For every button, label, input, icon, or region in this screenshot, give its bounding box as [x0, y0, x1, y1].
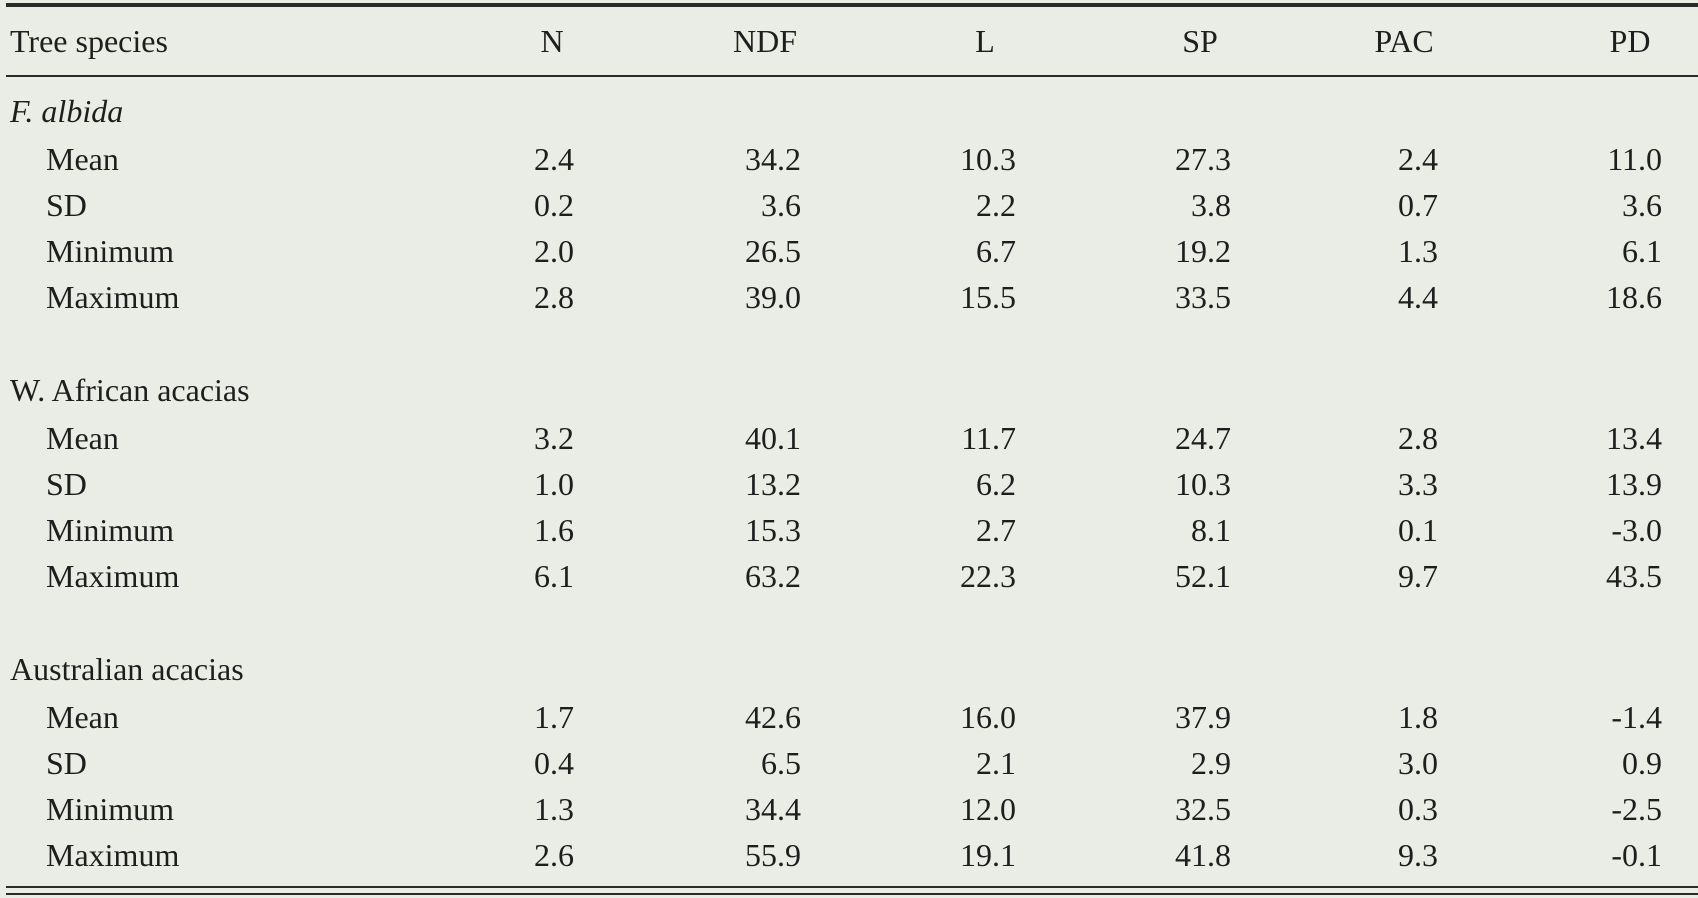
cell-value: 1.3 [534, 791, 574, 827]
cell-value: 3.0 [1398, 745, 1438, 781]
cell-value: 2.4 [534, 141, 574, 177]
cell-value: 10.3 [960, 141, 1016, 177]
cell-value: 1.6 [534, 512, 574, 548]
cell-value: 3.2 [534, 420, 574, 456]
cell-value: 2.1 [976, 745, 1016, 781]
cell-value: 2.9 [1191, 745, 1231, 781]
cell-value: 6.2 [976, 466, 1016, 502]
cell-value: 0.4 [534, 745, 574, 781]
row-label: SD [46, 466, 87, 502]
cell-value: 19.1 [960, 837, 1016, 873]
row-label: Minimum [46, 233, 175, 269]
cell-value: -0.1 [1611, 837, 1662, 873]
column-header: PAC [1374, 23, 1434, 59]
cell-value: 1.0 [534, 466, 574, 502]
cell-value: 3.6 [1622, 187, 1662, 223]
cell-value: 1.8 [1398, 699, 1438, 735]
cell-value: 42.6 [745, 699, 801, 735]
cell-value: 55.9 [745, 837, 801, 873]
cell-value: 2.7 [976, 512, 1016, 548]
cell-value: 13.4 [1606, 420, 1662, 456]
cell-value: 15.3 [745, 512, 801, 548]
cell-value: 4.4 [1398, 279, 1438, 315]
cell-value: 43.5 [1606, 558, 1662, 594]
row-label: Minimum [46, 512, 175, 548]
column-header: N [540, 23, 564, 59]
cell-value: 10.3 [1175, 466, 1231, 502]
row-label: Mean [46, 699, 119, 735]
cell-value: 0.9 [1622, 745, 1662, 781]
row-label: Maximum [46, 279, 180, 315]
cell-value: 0.3 [1398, 791, 1438, 827]
bottom-rule [6, 886, 1698, 888]
cell-value: 32.5 [1175, 791, 1231, 827]
group-label: W. African acacias [10, 372, 250, 408]
cell-value: 13.2 [745, 466, 801, 502]
cell-value: 6.1 [534, 558, 574, 594]
cell-value: 8.1 [1191, 512, 1231, 548]
cell-value: 3.6 [761, 187, 801, 223]
group-label: F. albida [10, 93, 124, 129]
column-header: SP [1182, 23, 1218, 59]
group-label: Australian acacias [10, 651, 244, 687]
cell-value: 18.6 [1606, 279, 1662, 315]
row-label: Mean [46, 420, 119, 456]
row-label: Minimum [46, 791, 175, 827]
cell-value: 63.2 [745, 558, 801, 594]
cell-value: 9.3 [1398, 837, 1438, 873]
column-header: L [975, 23, 995, 59]
cell-value: 6.1 [1622, 233, 1662, 269]
cell-value: 15.5 [960, 279, 1016, 315]
bottom-rule [6, 893, 1698, 895]
row-label: SD [46, 745, 87, 781]
row-label: SD [46, 187, 87, 223]
cell-value: 19.2 [1175, 233, 1231, 269]
cell-value: 34.2 [745, 141, 801, 177]
cell-value: -3.0 [1611, 512, 1662, 548]
column-header: NDF [732, 23, 798, 59]
cell-value: 1.3 [1398, 233, 1438, 269]
row-label: Maximum [46, 837, 180, 873]
cell-value: 2.2 [976, 187, 1016, 223]
cell-value: 2.4 [1398, 141, 1438, 177]
cell-value: 0.7 [1398, 187, 1438, 223]
cell-value: 27.3 [1175, 141, 1231, 177]
cell-value: 2.6 [534, 837, 574, 873]
cell-value: 24.7 [1175, 420, 1231, 456]
header-rule [6, 75, 1698, 77]
cell-value: 26.5 [745, 233, 801, 269]
cell-value: 34.4 [745, 791, 801, 827]
cell-value: 3.3 [1398, 466, 1438, 502]
cell-value: 39.0 [745, 279, 801, 315]
cell-value: 0.2 [534, 187, 574, 223]
row-label: Maximum [46, 558, 180, 594]
cell-value: -1.4 [1611, 699, 1662, 735]
row-label: Mean [46, 141, 119, 177]
cell-value: 22.3 [960, 558, 1016, 594]
column-header: Tree species [10, 23, 168, 59]
cell-value: 13.9 [1606, 466, 1662, 502]
cell-value: 37.9 [1175, 699, 1231, 735]
cell-value: 52.1 [1175, 558, 1231, 594]
cell-value: -2.5 [1611, 791, 1662, 827]
cell-value: 1.7 [534, 699, 574, 735]
cell-value: 6.5 [761, 745, 801, 781]
cell-value: 3.8 [1191, 187, 1231, 223]
cell-value: 41.8 [1175, 837, 1231, 873]
top-rule [6, 3, 1698, 7]
cell-value: 11.7 [961, 420, 1016, 456]
cell-value: 12.0 [960, 791, 1016, 827]
cell-value: 2.0 [534, 233, 574, 269]
cell-value: 2.8 [1398, 420, 1438, 456]
cell-value: 6.7 [976, 233, 1016, 269]
cell-value: 0.1 [1398, 512, 1438, 548]
cell-value: 2.8 [534, 279, 574, 315]
cell-value: 33.5 [1175, 279, 1231, 315]
cell-value: 40.1 [745, 420, 801, 456]
cell-value: 16.0 [960, 699, 1016, 735]
cell-value: 9.7 [1398, 558, 1438, 594]
column-header: PD [1609, 23, 1651, 59]
cell-value: 11.0 [1607, 141, 1662, 177]
